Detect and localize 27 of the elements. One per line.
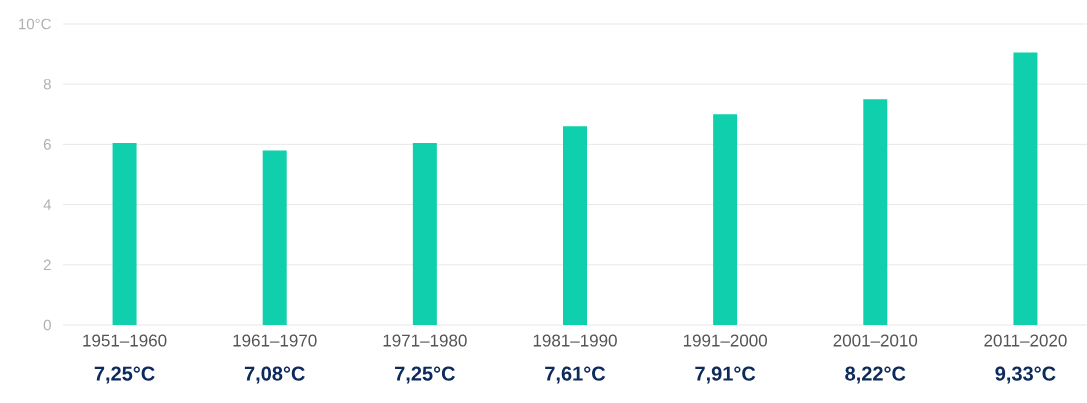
bar <box>863 99 888 325</box>
text: 7,08°C <box>244 366 305 384</box>
y-tick-label: 0 <box>43 319 51 331</box>
text: 7,25°C <box>94 366 155 384</box>
x-tick-label: 1971–1980 <box>383 334 467 347</box>
text: 9,33°C <box>995 366 1056 384</box>
y-tick-label: 4 <box>43 199 52 210</box>
x-tick-label: 2001–2010 <box>833 334 918 347</box>
bar <box>112 142 137 325</box>
x-tick-label: 1951–1960 <box>83 334 167 347</box>
bar <box>713 114 738 325</box>
x-tick-label: 1991–2000 <box>683 334 768 347</box>
text: 7,91°C <box>695 366 756 384</box>
y-tick-label: 6 <box>43 139 51 150</box>
x-tick-label: 2011–2020 <box>984 334 1067 347</box>
bar <box>262 150 287 325</box>
y-tick-label: 8 <box>43 78 51 90</box>
text: 7,25°C <box>395 366 455 384</box>
bar <box>1013 52 1038 325</box>
bar <box>563 126 587 325</box>
y-tick-label: 2 <box>43 259 51 271</box>
bar <box>412 142 437 325</box>
y-tick-label: 10°C <box>19 18 51 30</box>
text: 8,22°C <box>845 366 906 384</box>
x-tick-label: 1961–1970 <box>233 334 317 347</box>
text: 7,61°C <box>545 366 606 384</box>
x-tick-label: 1981–1990 <box>533 334 617 347</box>
